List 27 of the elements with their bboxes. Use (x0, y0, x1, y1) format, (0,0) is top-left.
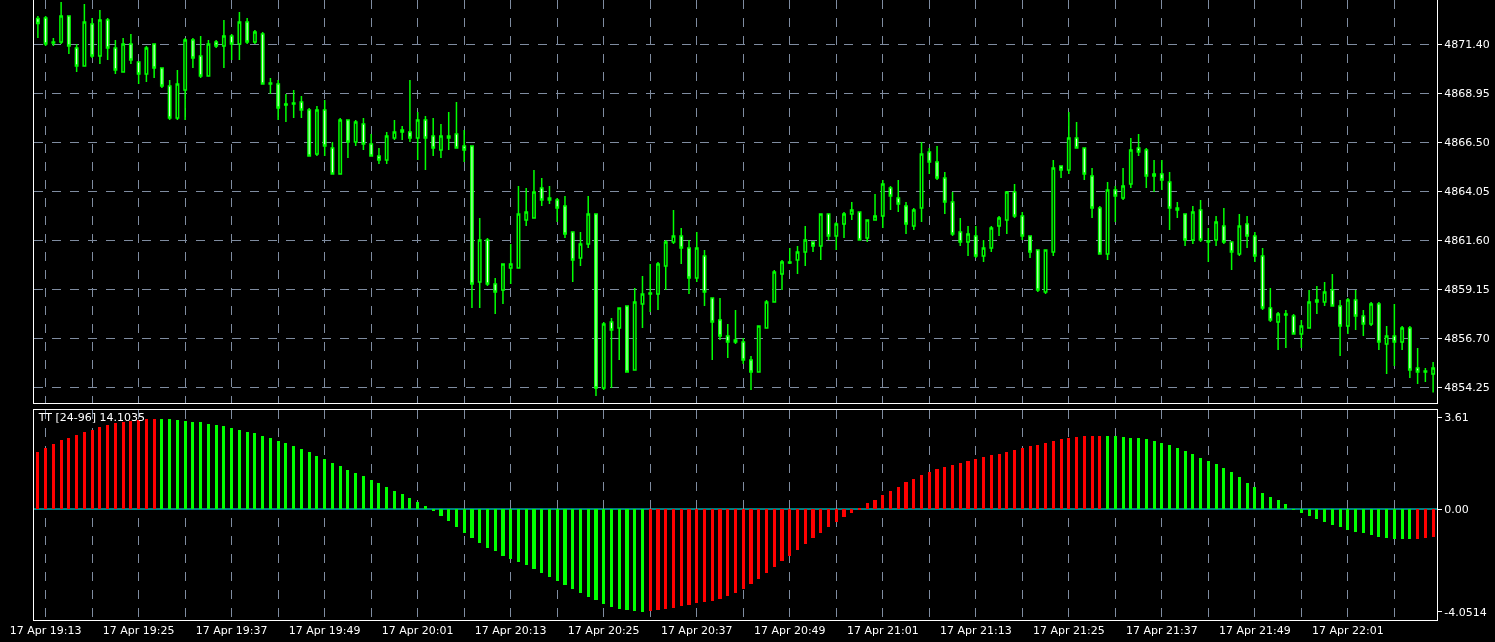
x-tick-label: 17 Apr 21:01 (846, 624, 919, 638)
y-tick-label: 4868.95 (1444, 86, 1490, 100)
x-tick-label: 17 Apr 21:37 (1125, 624, 1198, 638)
x-tick-label: 17 Apr 20:49 (753, 624, 826, 638)
y-tick-label: -4.0514 (1444, 605, 1487, 619)
x-tick-label: 17 Apr 21:49 (1218, 624, 1291, 638)
x-tick-label: 17 Apr 19:49 (288, 624, 361, 638)
y-tick-label: 4856.70 (1444, 331, 1490, 345)
y-tick-label: 4866.50 (1444, 135, 1490, 149)
x-tick-label: 17 Apr 19:13 (9, 624, 82, 638)
x-tick-label: 17 Apr 21:25 (1032, 624, 1105, 638)
x-tick-label: 17 Apr 20:13 (474, 624, 547, 638)
x-tick-label: 17 Apr 20:37 (660, 624, 733, 638)
y-tick-label: 4871.40 (1444, 37, 1490, 51)
x-tick-label: 17 Apr 20:01 (381, 624, 454, 638)
x-tick-label: 17 Apr 21:13 (939, 624, 1012, 638)
y-tick-label: 4861.60 (1444, 233, 1490, 247)
x-tick-label: 17 Apr 19:25 (102, 624, 175, 638)
y-tick-label: 0.00 (1444, 502, 1469, 516)
x-tick-label: 17 Apr 22:01 (1311, 624, 1384, 638)
y-tick-label: 3.61 (1444, 411, 1469, 425)
x-tick-label: 17 Apr 19:37 (195, 624, 268, 638)
chart-title: TT [24-96] 14.1035 (37, 410, 146, 424)
x-tick-label: 17 Apr 20:25 (567, 624, 640, 638)
y-tick-label: 4854.25 (1444, 380, 1490, 394)
y-tick-label: 4859.15 (1444, 282, 1490, 296)
y-tick-label: 4864.05 (1444, 184, 1490, 198)
